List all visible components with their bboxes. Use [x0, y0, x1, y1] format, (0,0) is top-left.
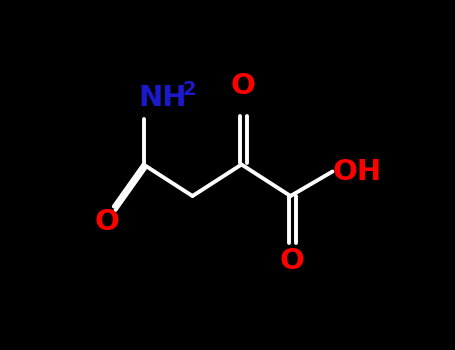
Text: NH: NH [138, 84, 187, 112]
Text: OH: OH [333, 158, 382, 186]
Text: 2: 2 [182, 80, 196, 99]
Text: O: O [280, 247, 305, 275]
Text: O: O [231, 72, 256, 100]
Text: O: O [94, 208, 119, 236]
